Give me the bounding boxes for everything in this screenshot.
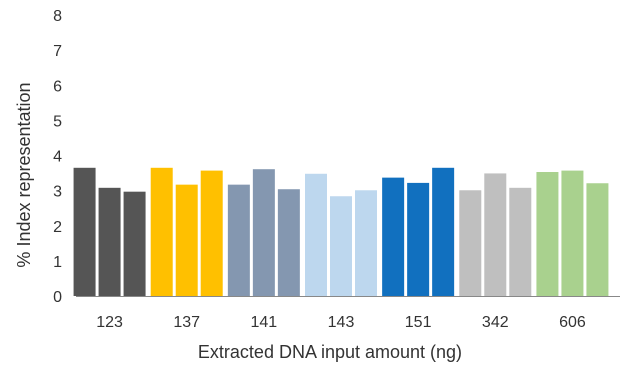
x-axis-ticks: 123 137 141 143 151 342 606 [96,314,586,331]
y-tick-label: 7 [53,43,62,60]
x-tick-label: 137 [173,314,200,331]
y-tick-label: 6 [53,78,62,95]
bar-123-2 [98,187,121,296]
bar-141-2 [252,169,275,296]
bar-143-3 [355,190,377,296]
bar-141-1 [227,184,250,296]
y-axis-ticks: 0 1 2 3 4 5 6 7 8 [53,8,62,306]
bar-143-1 [305,173,327,296]
bar-342-3 [509,187,532,296]
bar-143-2 [330,196,352,296]
bar-342-2 [484,173,507,296]
bar-151-3 [432,167,455,296]
bars [73,167,609,296]
bar-141-3 [277,189,300,296]
bar-137-1 [150,167,173,296]
y-tick-label: 5 [53,113,62,130]
y-tick-label: 8 [53,8,62,25]
x-tick-label: 123 [96,314,123,331]
x-tick-label: 141 [251,314,278,331]
x-tick-label: 342 [482,314,509,331]
bar-151-2 [407,182,430,296]
bar-137-3 [200,170,223,296]
y-tick-label: 1 [53,254,62,271]
x-tick-label: 151 [405,314,432,331]
bar-342-1 [459,190,482,296]
bar-151-1 [382,177,405,296]
bar-606-3 [586,183,609,296]
bar-137-2 [175,184,198,296]
y-tick-label: 0 [53,289,62,306]
y-tick-label: 4 [53,149,62,166]
x-tick-label: 143 [328,314,355,331]
bar-606-1 [536,172,559,296]
y-tick-label: 2 [53,219,62,236]
bar-123-1 [73,167,96,296]
y-tick-label: 3 [53,184,62,201]
y-axis-title: % Index representation [14,82,34,267]
x-axis-title: Extracted DNA input amount (ng) [198,342,462,362]
bar-123-3 [123,191,146,296]
x-tick-label: 606 [559,314,586,331]
bar-606-2 [561,170,584,296]
